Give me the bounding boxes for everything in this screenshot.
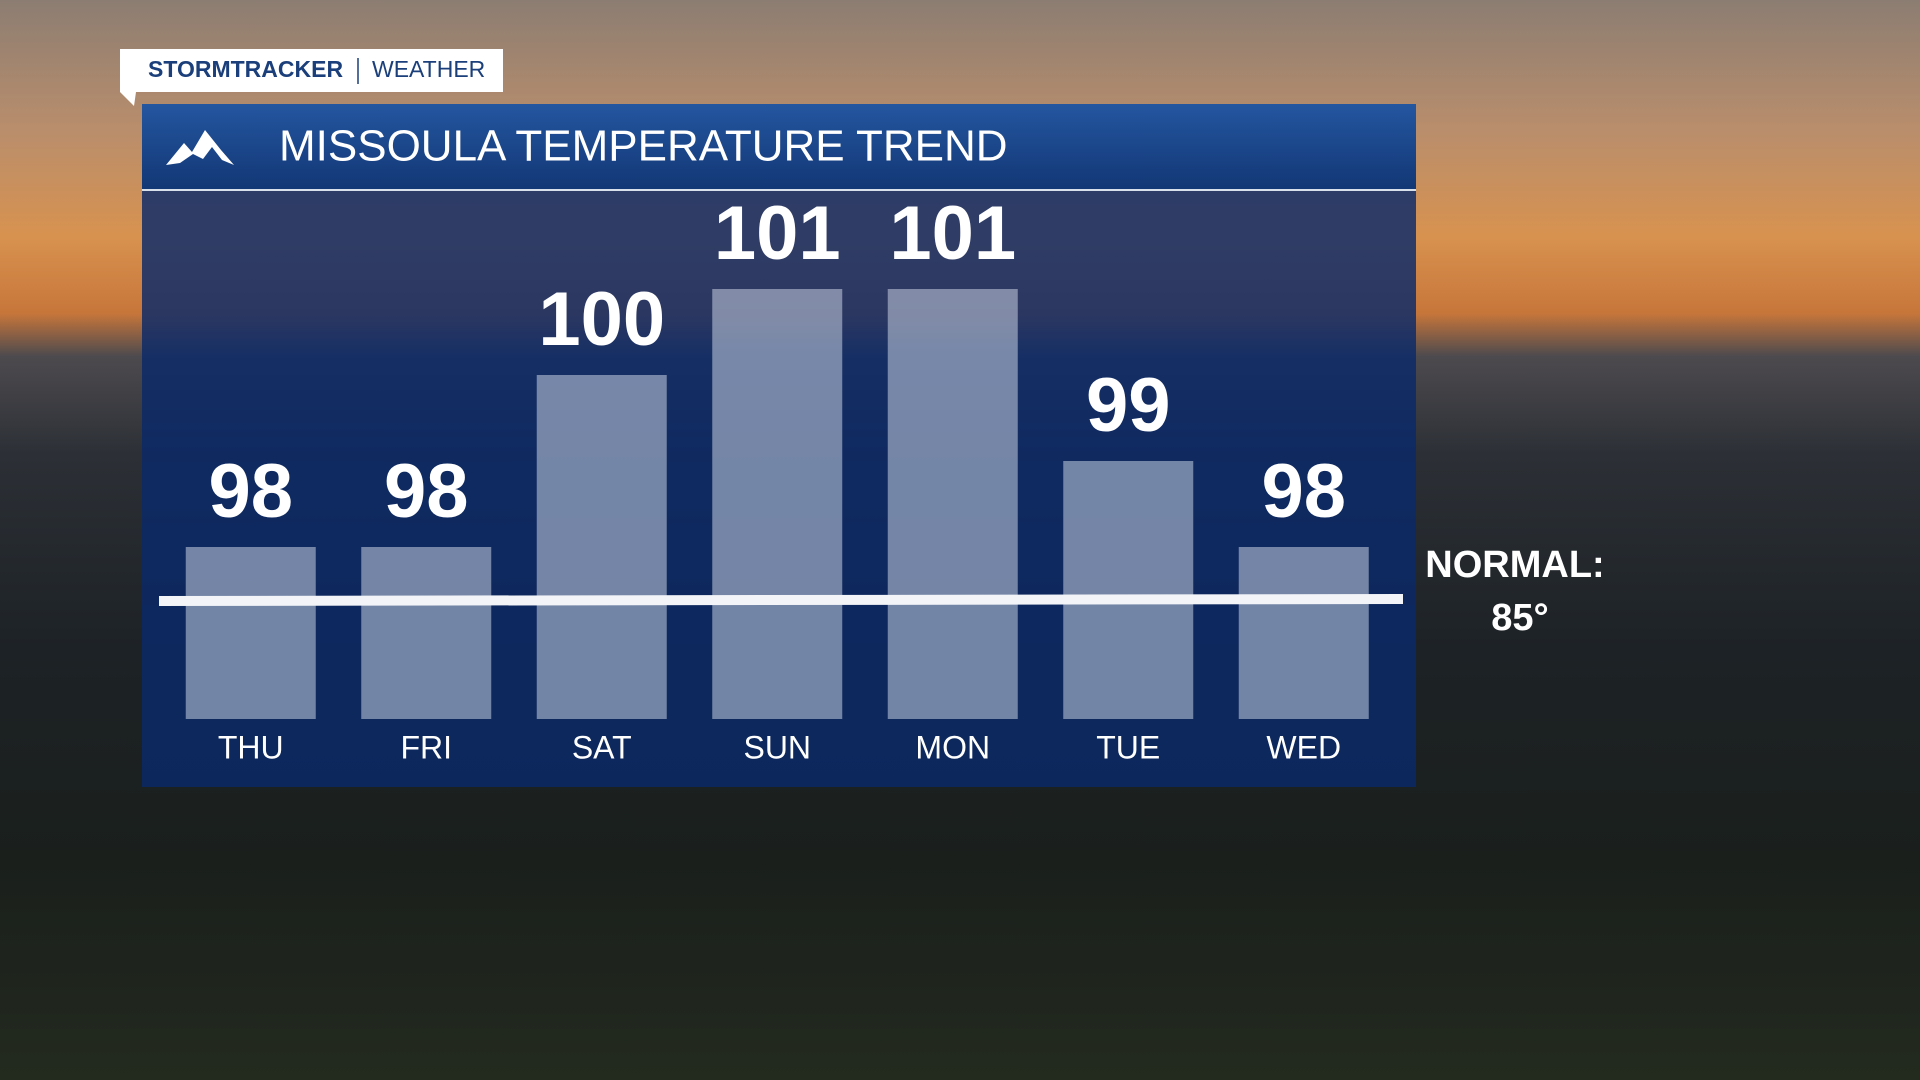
value-label: 101 [714, 191, 841, 276]
x-tick-label: SUN [743, 729, 811, 765]
value-label: 101 [889, 191, 1016, 276]
normal-line [158, 594, 1404, 606]
bar [361, 547, 492, 719]
brand-section: WEATHER [372, 56, 485, 82]
x-tick-label: SAT [572, 729, 632, 765]
bar [536, 375, 667, 719]
value-label: 98 [1261, 449, 1346, 534]
x-tick-label: MON [915, 729, 990, 765]
brand-tail [120, 92, 136, 106]
value-label: 98 [208, 449, 293, 534]
x-tick-label: WED [1266, 729, 1341, 765]
title-bar [142, 104, 1416, 190]
x-tick-label: FRI [400, 729, 452, 765]
bar [185, 547, 316, 719]
x-tick-label: TUE [1096, 729, 1160, 765]
normal-value: 85° [1491, 597, 1548, 639]
bar [712, 289, 843, 719]
x-tick-label: THU [218, 729, 284, 765]
brand: STORMTRACKER [148, 56, 343, 82]
bar [887, 289, 1018, 719]
value-label: 98 [384, 449, 469, 534]
bars: 98 THU 98 FRI 100 SAT 101 SUN 101 MON 99 TUE 98 WED [185, 191, 1369, 765]
bar [1063, 461, 1194, 719]
value-label: 99 [1086, 363, 1171, 448]
value-label: 100 [538, 277, 665, 362]
bar [1238, 547, 1369, 719]
normal-label: NORMAL: [1425, 544, 1604, 586]
brand-box [120, 49, 503, 92]
chart-title: MISSOULA TEMPERATURE TREND [279, 122, 1008, 171]
mountain-icon [166, 130, 234, 165]
